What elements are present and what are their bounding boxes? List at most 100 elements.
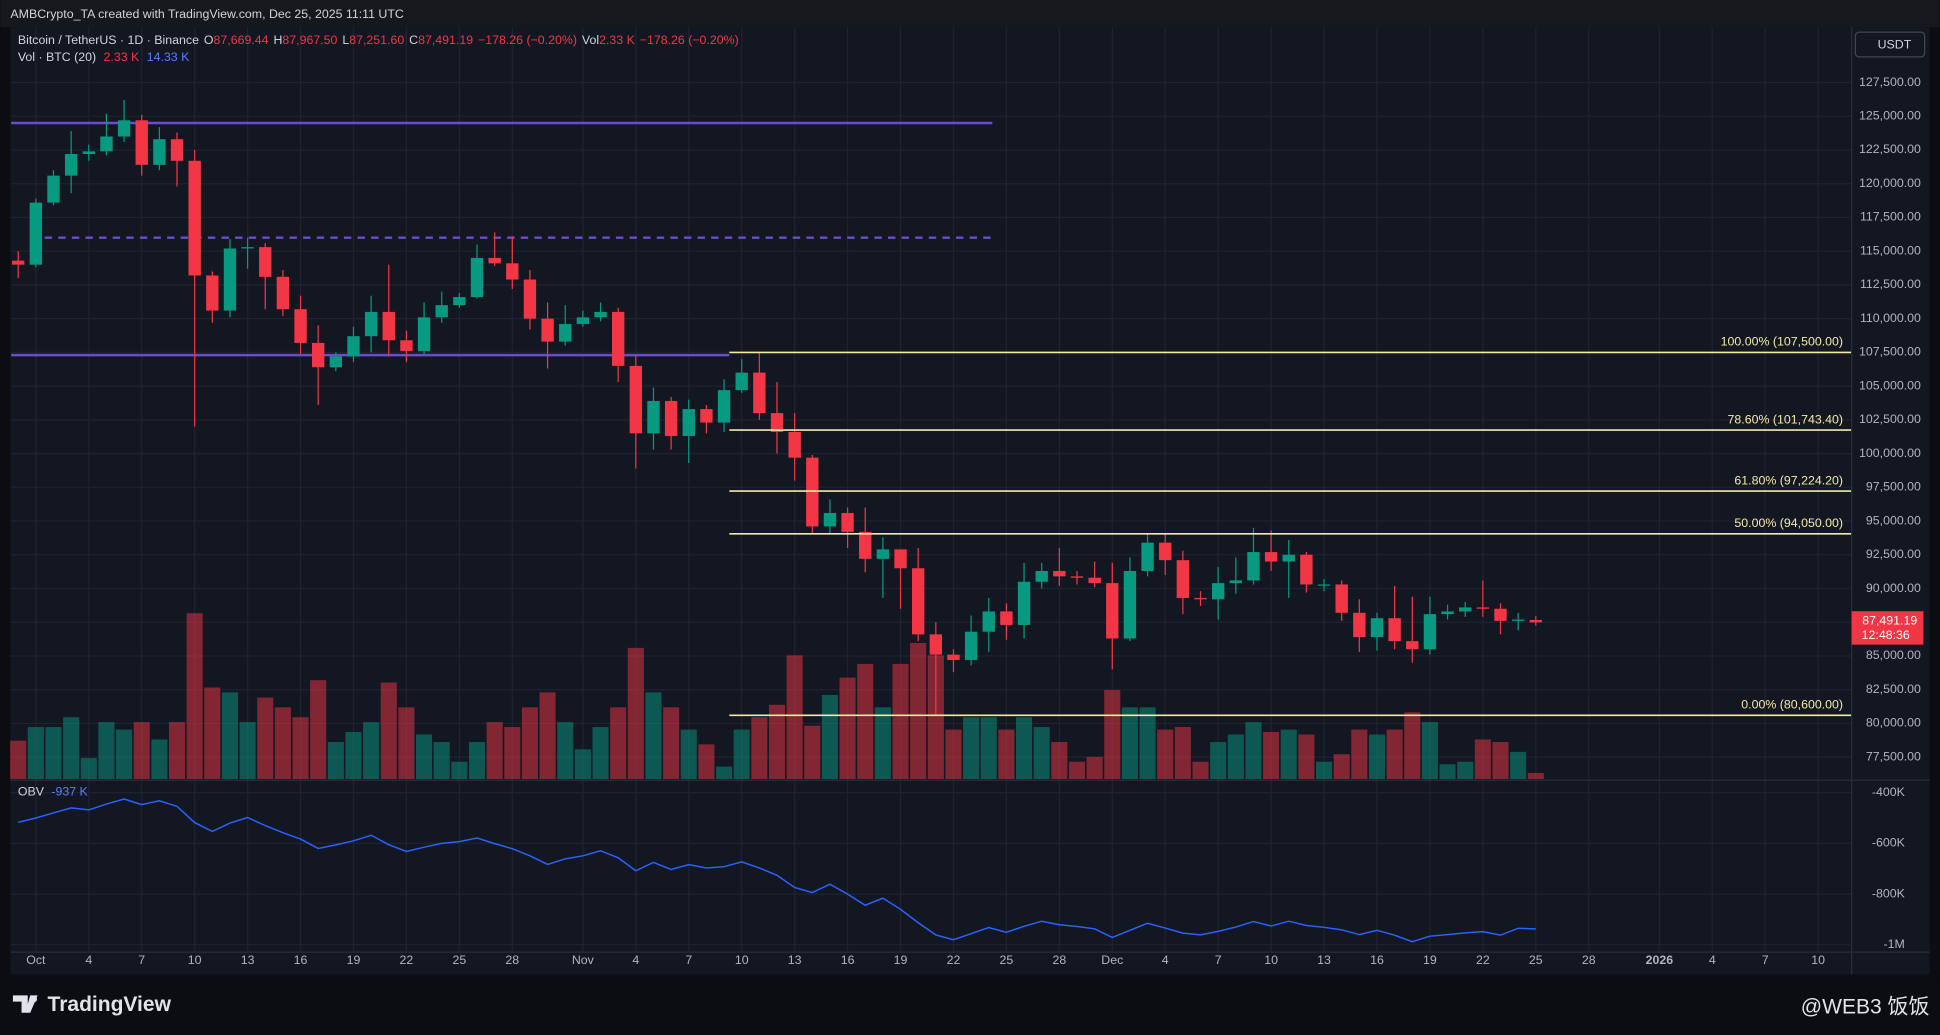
candle-body	[117, 120, 131, 137]
currency[interactable]: USDT	[1878, 37, 1912, 51]
volume-bar	[1492, 742, 1509, 780]
candle-body	[929, 634, 942, 655]
volume-bar	[1245, 722, 1262, 780]
volume-bar	[1086, 756, 1103, 780]
candle-body	[1529, 619, 1542, 623]
change: −178.26 (−0.20%)	[478, 33, 577, 47]
volume-bar	[1174, 727, 1191, 780]
volume-bar	[221, 692, 238, 780]
candle-body	[859, 531, 872, 559]
candle-body	[1511, 619, 1525, 621]
volume-bar	[239, 722, 256, 780]
y-tick-label: 125,000.00	[1859, 109, 1921, 123]
candle-body	[294, 309, 307, 343]
candle-body	[1035, 570, 1048, 582]
y-tick-label: 90,000.00	[1866, 581, 1921, 595]
x-tick-label: 28	[1582, 953, 1596, 967]
volume-bar	[274, 707, 291, 780]
symbol: Bitcoin / TetherUS · 1D · Binance	[18, 33, 199, 47]
price-tag-label: 87,491.19	[1862, 613, 1917, 627]
volume-bar	[151, 739, 168, 780]
candle-body	[911, 568, 925, 635]
volume-bar	[892, 663, 909, 780]
candle-body	[470, 257, 484, 298]
volume-bar	[433, 742, 450, 780]
y-tick-label: 115,000.00	[1860, 243, 1921, 257]
volume-bar	[310, 680, 327, 780]
close-key: C	[409, 33, 418, 47]
volume-bar	[380, 682, 397, 780]
volume-last: 2.33 K	[104, 50, 140, 64]
candle-body	[488, 257, 501, 264]
candle-body	[894, 549, 907, 569]
open-value: 87,669.44	[214, 33, 269, 47]
candle-body	[435, 305, 448, 318]
x-tick-label: 22	[400, 953, 414, 967]
candle-body	[312, 342, 325, 368]
candle-body	[770, 413, 784, 432]
candle-body	[1229, 580, 1242, 584]
candle-body	[1017, 581, 1031, 625]
x-tick-label: 19	[1423, 953, 1437, 967]
volume-bar	[698, 744, 715, 780]
volume-bar	[874, 707, 891, 780]
candle-body	[806, 457, 819, 527]
volume-bar	[10, 740, 27, 780]
candle-body	[841, 512, 854, 532]
candle-body	[329, 356, 343, 368]
volume-bar	[980, 717, 997, 780]
volume-bar	[486, 722, 503, 780]
candle-body	[1494, 608, 1507, 621]
x-tick-label: 7	[685, 953, 692, 967]
volume-bar	[327, 742, 344, 780]
candle-body	[559, 324, 572, 342]
volume-bar	[45, 727, 62, 780]
candle-body	[1159, 542, 1172, 561]
volume-bar	[1298, 734, 1315, 780]
x-tick-label: 13	[788, 953, 802, 967]
candle-body	[594, 311, 607, 318]
obv-last: -937 K	[51, 785, 88, 799]
candle-body	[47, 175, 60, 203]
candle-body	[259, 247, 272, 277]
candle-body	[964, 631, 978, 661]
fib-label: 61.80% (97,224.20)	[1734, 473, 1843, 487]
volume-bar	[1421, 722, 1438, 780]
volume-bar	[416, 734, 433, 780]
candle-body	[276, 276, 290, 310]
volume-bar	[398, 707, 415, 780]
x-tick-label: 28	[1052, 953, 1066, 967]
candle-body	[1106, 583, 1119, 639]
x-tick-label: Nov	[572, 953, 595, 967]
candle-body	[982, 611, 995, 632]
currency-button[interactable]	[1854, 31, 1926, 58]
candle-body	[735, 372, 748, 391]
legend-row: Bitcoin / TetherUS · 1D · Binance O87,669…	[18, 33, 739, 47]
x-tick-label: 22	[1476, 953, 1490, 967]
candle-body	[823, 512, 837, 527]
y-tick-label: 100,000.00	[1859, 446, 1921, 460]
candle-body	[1053, 570, 1066, 577]
x-tick-label: 4	[85, 953, 92, 967]
volume-bar	[1474, 739, 1491, 780]
candle-body	[82, 151, 95, 155]
candle-body	[223, 248, 237, 311]
candle-body	[1300, 554, 1313, 585]
x-tick-label: 7	[1762, 953, 1769, 967]
candle-body	[523, 279, 537, 319]
candle-body	[1423, 614, 1437, 650]
candle-body	[1088, 577, 1101, 584]
y-tick-label: 127,500.00	[1859, 75, 1921, 89]
x-tick-label: 4	[1162, 953, 1169, 967]
obv-tick-label: -600K	[1872, 836, 1906, 850]
x-tick-label: 10	[1811, 953, 1825, 967]
volume-bar	[574, 749, 591, 780]
volume-bar	[1157, 729, 1174, 780]
y-tick-label: 97,500.00	[1866, 480, 1921, 494]
volume-bar	[363, 722, 380, 780]
low-value: 87,251.60	[349, 33, 404, 47]
volume-bar	[133, 722, 150, 780]
x-tick-label: 7	[138, 953, 145, 967]
fib-label: 50.00% (94,050.00)	[1734, 516, 1843, 530]
candle-body	[1441, 611, 1454, 615]
